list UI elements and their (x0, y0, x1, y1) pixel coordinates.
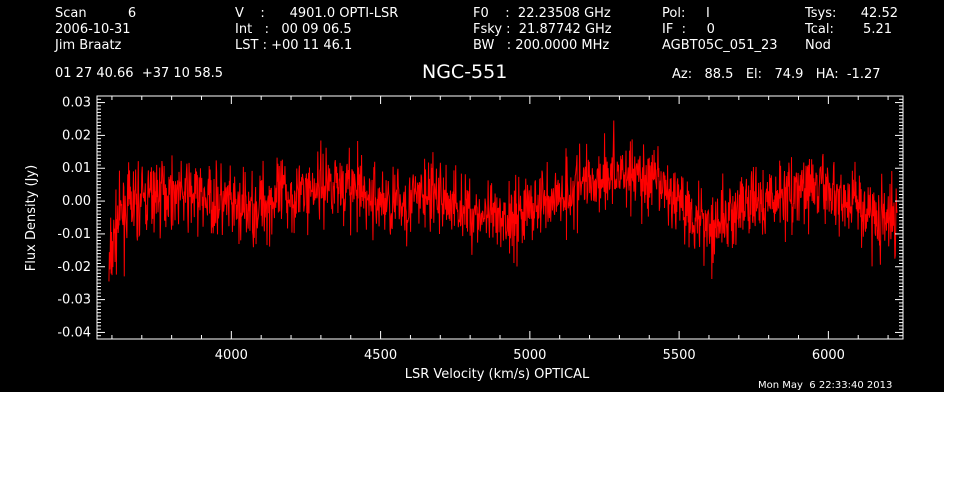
integration-time: Int : 00 09 06.5 (235, 22, 352, 37)
y-tick-label: 0.02 (62, 128, 91, 143)
y-axis-label: Flux Density (Jy) (24, 165, 39, 271)
spectrum-series-line (108, 120, 898, 282)
x-axis-label: LSR Velocity (km/s) OPTICAL (405, 367, 590, 382)
spectrum-chart: 4000 4500 5000 5500 6000 -0.04 -0.03 -0.02 -0.01… (24, 95, 904, 382)
axis-layer: 4000 4500 5000 5500 6000 -0.04 -0.03 -0.02 -0.01… (57, 95, 903, 363)
tcal-value: 5.21 (863, 22, 892, 37)
velocity-value: V : 4901.0 OPTI-LSR (235, 6, 399, 21)
x-tick-label: 4500 (364, 348, 397, 363)
y-tick-label: 0.01 (62, 161, 91, 176)
y-tick-label: 0.03 (62, 96, 91, 111)
x-tick-label: 5500 (663, 348, 696, 363)
y-tick-label: -0.04 (57, 325, 91, 340)
source-name: NGC-551 (422, 61, 508, 83)
project-id: AGBT05C_051_23 (662, 38, 778, 53)
x-tick-label: 5000 (513, 348, 546, 363)
observer-name: Jim Braatz (55, 38, 122, 53)
tsys-value: 42.52 (860, 6, 898, 21)
tsys-label: Tsys: (805, 6, 837, 21)
y-tick-label: -0.02 (57, 260, 91, 275)
lst-value: LST : +00 11 46.1 (235, 38, 353, 53)
y-tick-label: -0.03 (57, 293, 91, 308)
observation-date: 2006-10-31 (55, 22, 131, 37)
polarization: Pol: I (662, 6, 710, 21)
sky-frequency: Fsky : 21.87742 GHz (473, 22, 612, 37)
if-number: IF : 0 (662, 22, 715, 37)
y-tick-label: -0.01 (57, 227, 91, 242)
y-tick-label: 0.00 (62, 194, 91, 209)
x-tick-label: 4000 (215, 348, 248, 363)
scan-number: Scan 6 (55, 6, 137, 21)
tcal-label: Tcal: (805, 22, 834, 37)
spectrum-plot-window: Scan 6 2006-10-31 Jim Braatz V : 4901.0 … (0, 0, 944, 392)
az-el-ha: Az: 88.5 El: 74.9 HA: -1.27 (672, 67, 881, 82)
timestamp: Mon May 6 22:33:40 2013 (758, 380, 893, 391)
x-tick-label: 6000 (812, 348, 845, 363)
source-coordinates: 01 27 40.66 +37 10 58.5 (55, 66, 224, 81)
rest-frequency: F0 : 22.23508 GHz (473, 6, 611, 21)
switching-mode: Nod (805, 38, 831, 53)
trace-layer (108, 120, 898, 282)
bandwidth: BW : 200.0000 MHz (473, 38, 610, 53)
